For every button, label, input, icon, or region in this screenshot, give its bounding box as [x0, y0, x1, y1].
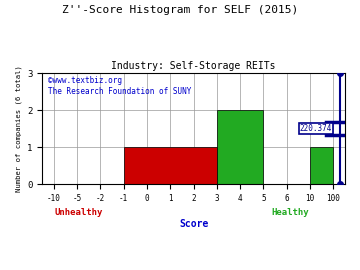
- Text: ©www.textbiz.org: ©www.textbiz.org: [48, 76, 122, 85]
- Bar: [124, 147, 217, 184]
- Text: Industry: Self-Storage REITs: Industry: Self-Storage REITs: [111, 61, 276, 71]
- X-axis label: Score: Score: [179, 220, 208, 230]
- Y-axis label: Number of companies (6 total): Number of companies (6 total): [15, 65, 22, 192]
- Text: 220.374: 220.374: [300, 124, 332, 133]
- Text: Z''-Score Histogram for SELF (2015): Z''-Score Histogram for SELF (2015): [62, 5, 298, 15]
- Bar: [310, 147, 333, 184]
- Text: Healthy: Healthy: [272, 208, 309, 217]
- Bar: [217, 110, 264, 184]
- Text: Unhealthy: Unhealthy: [54, 208, 103, 217]
- Text: The Research Foundation of SUNY: The Research Foundation of SUNY: [48, 87, 192, 96]
